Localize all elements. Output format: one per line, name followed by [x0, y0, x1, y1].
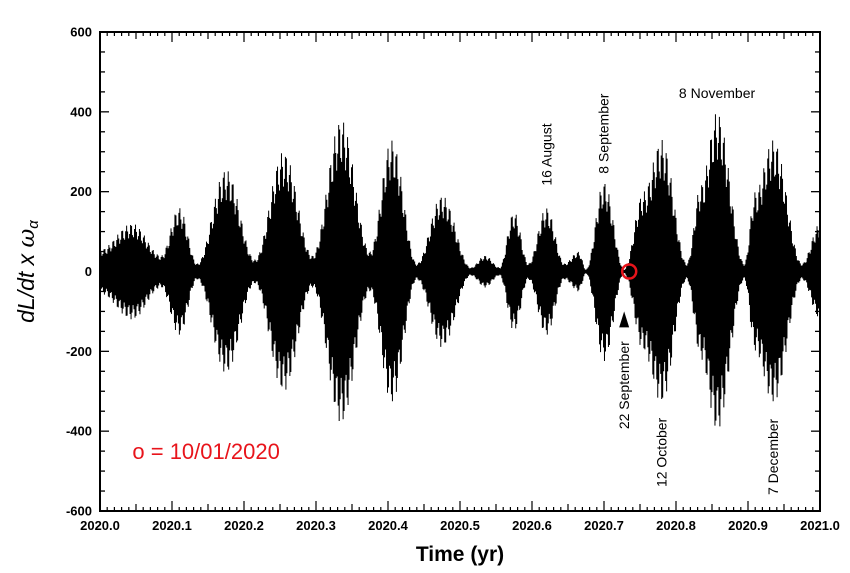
x-tick-label: 2020.3 — [296, 518, 336, 533]
date-annotation: 8 September — [595, 93, 611, 173]
x-tick-label: 2020.0 — [80, 518, 120, 533]
y-axis-title-subscript: α — [25, 220, 42, 229]
x-tick-label: 2020.7 — [584, 518, 624, 533]
date-annotation: 16 August — [538, 123, 554, 185]
date-annotation: 7 December — [765, 418, 781, 495]
date-annotation: 12 October — [654, 417, 670, 487]
x-tick-label: 2021.0 — [800, 518, 840, 533]
x-tick-label: 2020.8 — [656, 518, 696, 533]
x-axis-title: Time (yr) — [416, 543, 504, 566]
y-axis: -600 -400 -200 0 200 400 600 — [66, 25, 820, 519]
y-tick-label: 400 — [70, 104, 92, 119]
x-tick-label: 2020.2 — [224, 518, 264, 533]
x-tick-label: 2020.9 — [728, 518, 768, 533]
arrow-marker — [619, 311, 630, 328]
y-axis-title-main: dL/dt x — [13, 247, 39, 322]
signal-series — [99, 114, 821, 427]
date-annotation: 22 September — [616, 341, 632, 429]
y-tick-label: -400 — [66, 424, 92, 439]
y-axis-title: dL/dt x ωα — [13, 220, 42, 323]
x-tick-label: 2020.4 — [368, 518, 409, 533]
date-annotation: 8 November — [679, 85, 756, 101]
y-tick-label: 0 — [85, 264, 92, 279]
x-axis: 2020.0 2020.1 2020.2 2020.3 2020.4 2020.5 2020… — [80, 32, 840, 533]
y-tick-label: -200 — [66, 344, 92, 359]
y-axis-title-symbol: ω — [14, 228, 40, 247]
x-tick-label: 2020.6 — [512, 518, 552, 533]
marker-legend-note: o = 10/01/2020 — [132, 439, 279, 464]
y-tick-label: -600 — [66, 504, 92, 519]
x-tick-label: 2020.5 — [440, 518, 480, 533]
y-tick-label: 200 — [70, 184, 92, 199]
y-tick-label: 600 — [70, 25, 92, 40]
signal-line — [99, 114, 821, 427]
x-tick-label: 2020.1 — [152, 518, 192, 533]
marker-circle — [620, 263, 638, 280]
annotations: 16 August 8 September 8 November 22 Septemb… — [538, 85, 781, 495]
